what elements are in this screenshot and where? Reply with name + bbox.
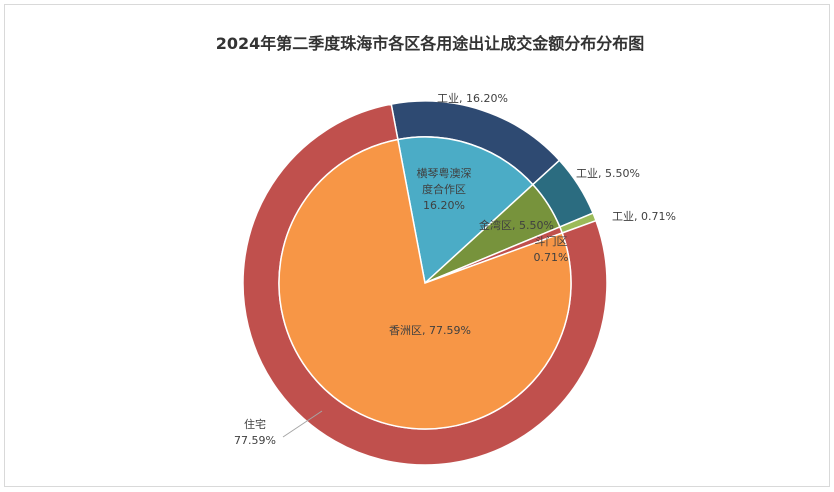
inner-data-label: 斗门区 0.71% (534, 234, 569, 264)
data-label-value: 16.20% (423, 199, 465, 212)
chart-slices (242, 100, 608, 466)
data-label-category: 工业 (612, 210, 634, 223)
inner-data-label: 横琴粤澳深度合作区 16.20% (417, 166, 472, 212)
outer-data-label: 住宅 77.59% (234, 417, 276, 447)
data-label-category: 度合作区 (422, 182, 466, 196)
chart-data-labels: 工业, 16.20%工业, 5.50%工业, 0.71%住宅 77.59%横琴粤澳… (234, 92, 676, 447)
leader-line (282, 410, 323, 438)
data-label-category: 金湾区 (479, 218, 512, 232)
data-label-value: 0.71% (534, 251, 569, 264)
data-label-value: , 5.50% (598, 167, 640, 180)
data-label-category: 斗门区 (535, 234, 568, 248)
data-label-category: 工业 (437, 92, 459, 105)
data-label-category: 香洲区 (389, 324, 422, 337)
outer-data-label: 工业, 5.50% (576, 167, 640, 180)
data-label-value: , 0.71% (634, 210, 676, 223)
inner-data-label: 金湾区, 5.50% (479, 218, 554, 232)
data-label-value: , 16.20% (459, 92, 508, 105)
inner-ring-slice (397, 136, 534, 285)
data-label-category: 住宅 (244, 417, 266, 431)
data-label-value: , 77.59% (422, 324, 471, 337)
data-label-category: 工业 (576, 167, 598, 180)
data-label-value: , 5.50% (512, 219, 554, 232)
inner-ring-slice (278, 138, 572, 430)
data-label-value: 77.59% (234, 434, 276, 447)
inner-data-label: 香洲区, 77.59% (389, 324, 471, 337)
data-label-category: 横琴粤澳深 (417, 166, 472, 180)
outer-data-label: 工业, 0.71% (612, 210, 676, 223)
outer-data-label: 工业, 16.20% (437, 92, 508, 105)
chart-title: 2024年第二季度珠海市各区各用途出让成交金额分布分布图 (216, 34, 645, 53)
